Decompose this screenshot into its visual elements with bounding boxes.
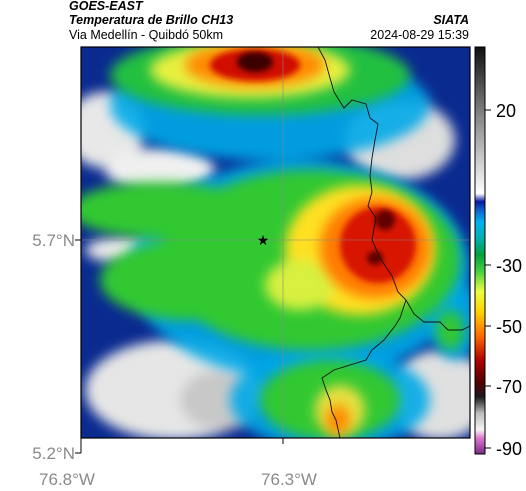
department-boundary (317, 47, 470, 438)
product-title: Temperatura de Brillo CH13 (69, 13, 234, 27)
route-subtitle: Via Medellín - Quibdó 50km (69, 28, 224, 42)
y-tick-5.2: 5.2°N (32, 444, 75, 463)
x-tick-76.8: 76.8°W (39, 470, 95, 489)
star-marker: ★ (257, 233, 270, 249)
brightness-temperature-field: ★ (81, 47, 470, 438)
colorbar-tick-minus90: -90 (496, 439, 522, 459)
x-tick-76.3: 76.3°W (261, 470, 317, 489)
y-tick-5.7: 5.7°N (32, 231, 75, 250)
datetime-label: 2024-08-29 15:39 (370, 28, 469, 42)
colorbar-tick-20: 20 (496, 101, 516, 121)
colorbar-tick-minus70: -70 (496, 377, 522, 397)
colorbar-strip (474, 46, 486, 455)
source-label: SIATA (433, 13, 469, 27)
colorbar-tick-minus30: -30 (496, 256, 522, 276)
colorbar-tick-minus50: -50 (496, 317, 522, 337)
plot-frame (80, 46, 471, 439)
coldest-core (237, 52, 395, 265)
satellite-title: GOES-EAST (69, 0, 143, 13)
colorbar: 20 -30 -50 -70 -90 (474, 46, 522, 459)
